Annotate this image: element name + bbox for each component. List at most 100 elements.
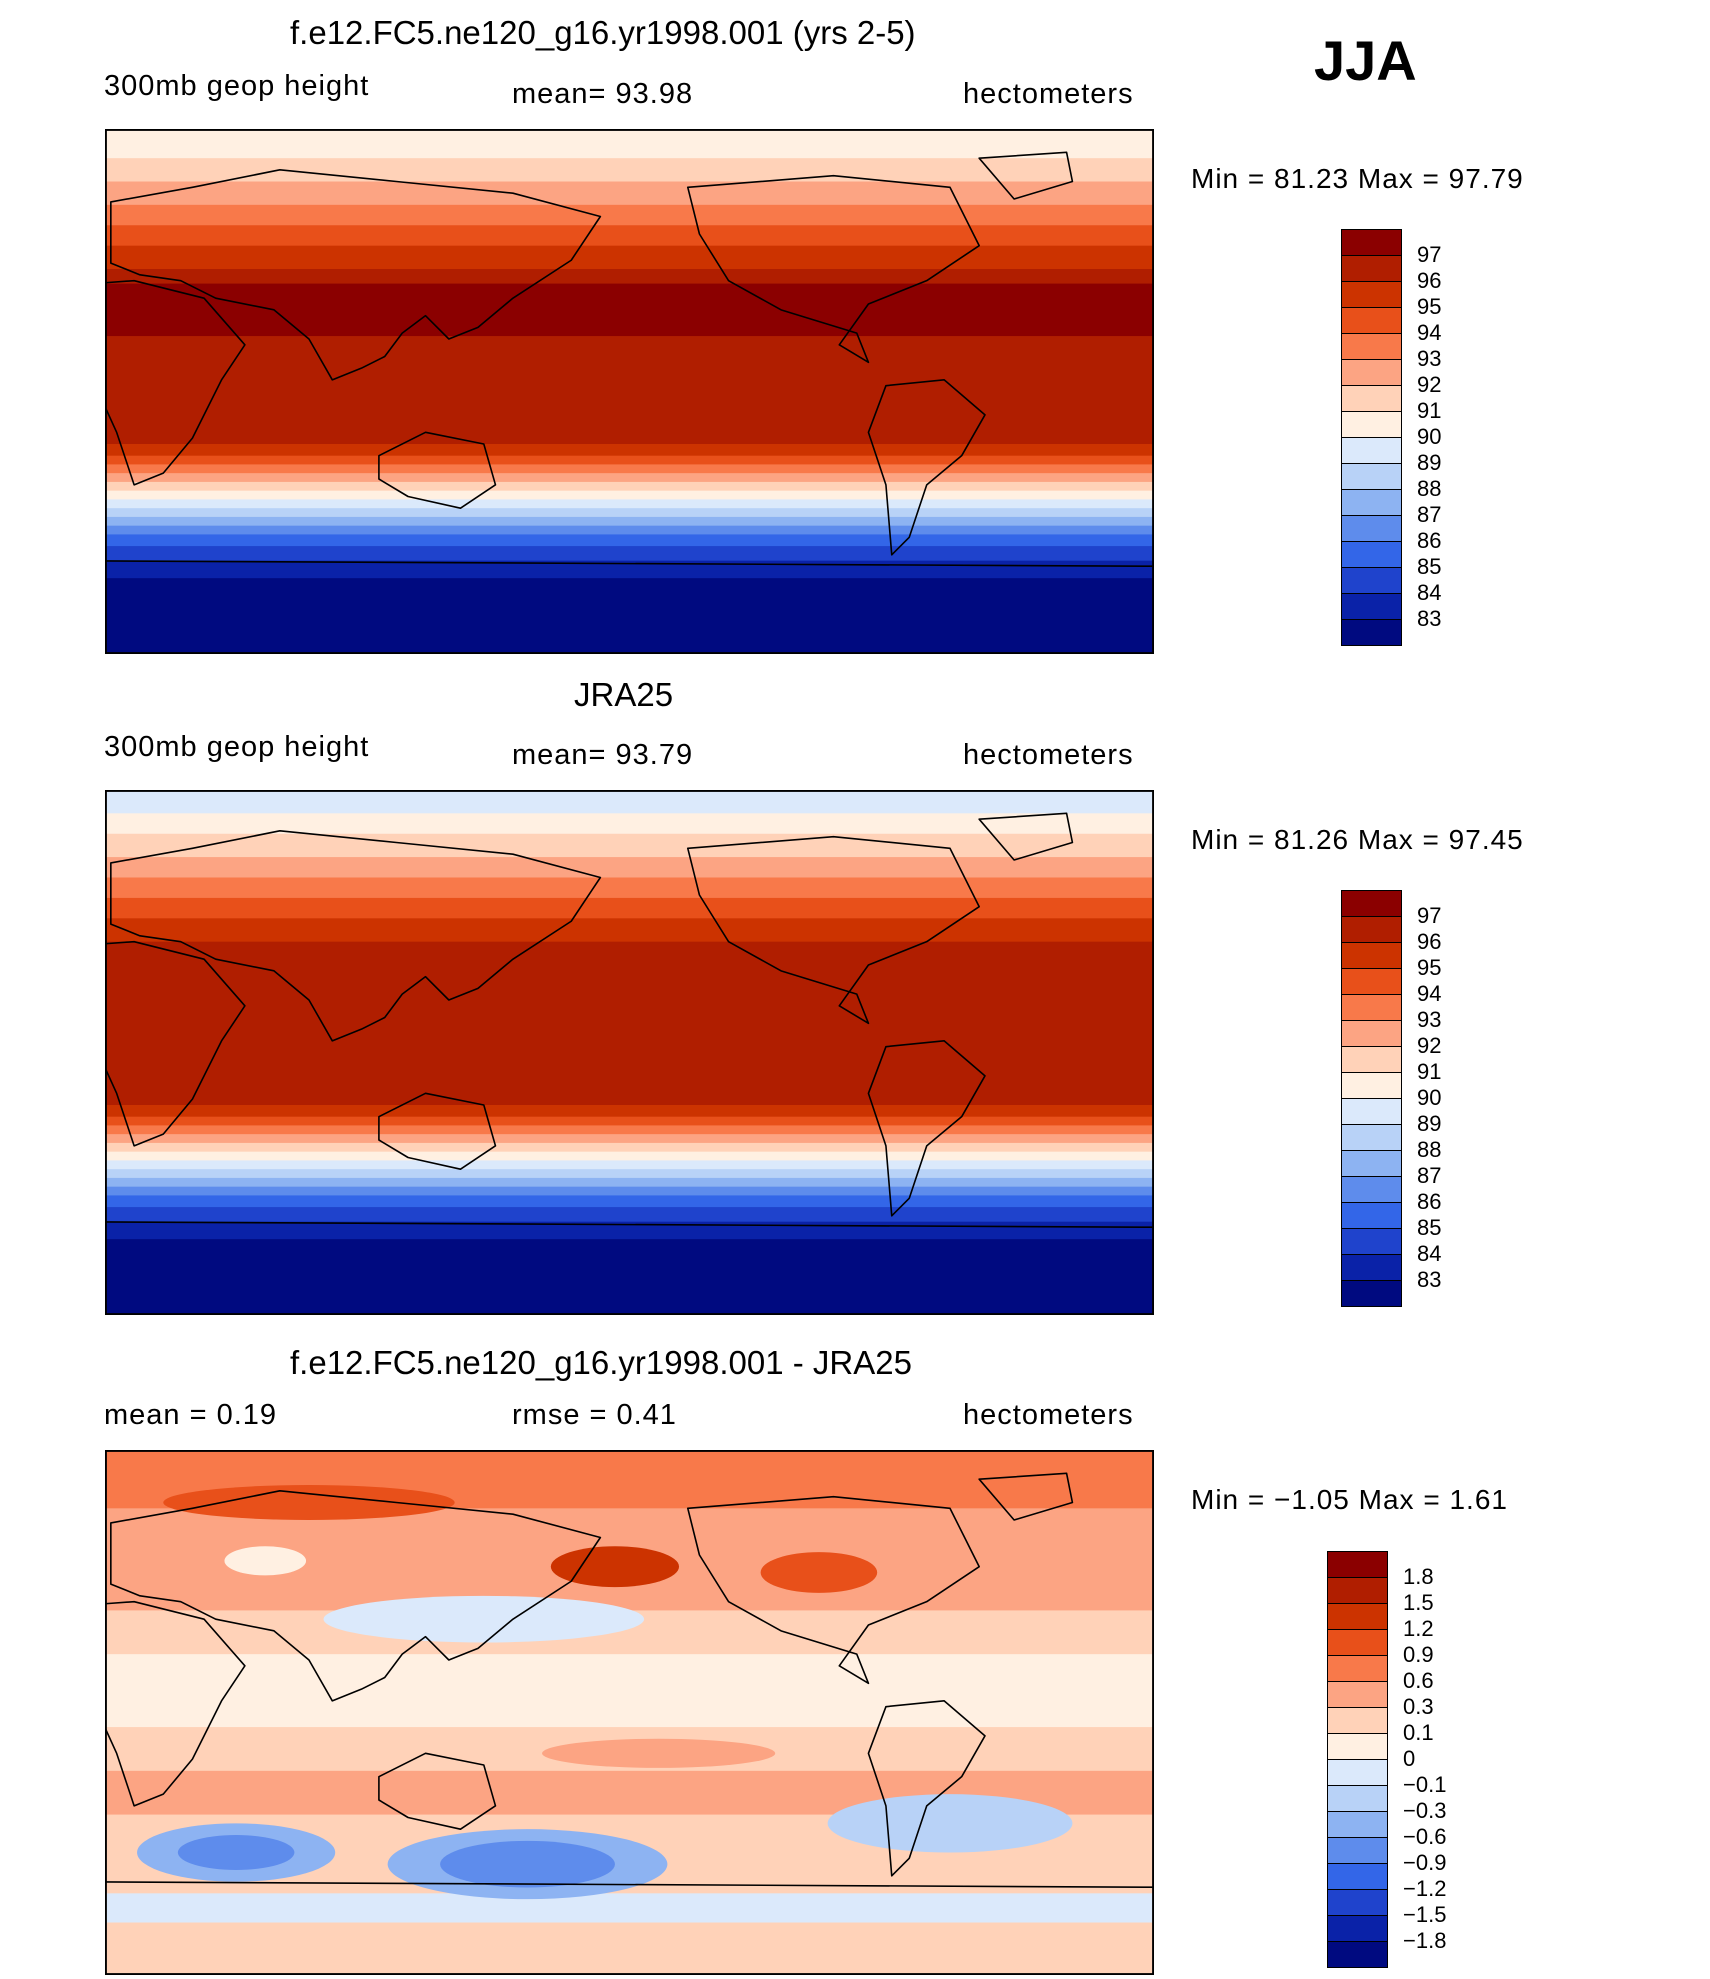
panel-units-model: hectometers xyxy=(963,78,1134,110)
colorbar-label: 87 xyxy=(1417,502,1442,527)
colorbar-swatch xyxy=(1341,255,1402,282)
colorbar-label: 95 xyxy=(1417,955,1442,980)
contour-band xyxy=(105,1125,1154,1136)
colorbar-label: 85 xyxy=(1417,1215,1442,1240)
contour-band xyxy=(105,508,1154,519)
contour-band xyxy=(105,283,1154,338)
colorbar-swatch xyxy=(1327,1759,1388,1786)
colorbar-swatch xyxy=(1341,1254,1402,1281)
coastline xyxy=(105,560,1154,654)
colorbar-label: 1.2 xyxy=(1403,1616,1434,1641)
coastline xyxy=(867,379,986,556)
coastline xyxy=(110,169,602,381)
min-max-obs: Min = 81.26 Max = 97.45 xyxy=(1191,824,1524,855)
map-frame xyxy=(105,1450,1154,1975)
colorbar-label: 1.5 xyxy=(1403,1590,1434,1615)
colorbar-swatch xyxy=(1341,489,1402,516)
colorbar-label: 85 xyxy=(1417,554,1442,579)
colorbar-swatch xyxy=(1327,1811,1388,1838)
colorbar-diff: 1.8 1.5 1.2 0.9 0.6 0.3 0.1 0 −0.1 −0.3 −0.6 −0.9 −1… xyxy=(1327,1551,1446,1968)
contour-band xyxy=(105,1160,1154,1171)
contour-band xyxy=(105,1116,1154,1127)
colorbar-swatch xyxy=(1341,515,1402,542)
coastline xyxy=(110,830,602,1042)
contour-band xyxy=(105,481,1154,493)
coastline xyxy=(105,279,246,486)
coastlines xyxy=(105,1472,1154,1975)
colorbar-swatch xyxy=(1327,1707,1388,1734)
contour-map-obs xyxy=(105,790,1154,1315)
contour-band xyxy=(105,225,1154,248)
contour-band xyxy=(105,877,1154,900)
contour-band xyxy=(105,1151,1154,1162)
contour-band xyxy=(105,1105,1154,1119)
coastline xyxy=(686,1495,980,1685)
contour-band xyxy=(105,269,1154,286)
colorbar-swatch xyxy=(1341,359,1402,386)
panel-title-obs: JRA25 xyxy=(574,676,674,713)
colorbar-label: 90 xyxy=(1417,424,1442,449)
colorbar-label: −0.1 xyxy=(1403,1772,1447,1797)
colorbar-label: 89 xyxy=(1417,450,1442,475)
anomaly-contour xyxy=(542,1738,776,1768)
coastline xyxy=(978,1472,1074,1521)
colorbar-label: 88 xyxy=(1417,1137,1442,1162)
colorbar-swatch xyxy=(1341,463,1402,490)
coastline xyxy=(867,1700,986,1877)
colorbar-swatch xyxy=(1341,593,1402,620)
colorbar-swatch xyxy=(1327,1889,1388,1916)
anomaly-contour xyxy=(440,1840,615,1888)
colorbar-swatch xyxy=(1341,385,1402,412)
coastline xyxy=(686,174,980,364)
colorbar-swatch xyxy=(1341,942,1402,969)
coastline xyxy=(378,1092,497,1170)
panel-title-model: f.e12.FC5.ne120_g16.yr1998.001 (yrs 2-5) xyxy=(290,14,916,51)
coastline xyxy=(978,812,1074,861)
coastline xyxy=(105,940,246,1147)
colorbar-swatch xyxy=(1341,229,1402,256)
contour-map-diff xyxy=(105,1450,1154,1975)
colorbar-label: 96 xyxy=(1417,268,1442,293)
contour-band xyxy=(105,1169,1154,1180)
contour-band xyxy=(105,1207,1154,1224)
colorbar-swatch xyxy=(1341,968,1402,995)
colorbar-swatch xyxy=(1341,1280,1402,1307)
colorbar-label: 0.1 xyxy=(1403,1720,1434,1745)
contour-band xyxy=(105,857,1154,879)
colorbar-label: 83 xyxy=(1417,1267,1442,1292)
colorbar-label: 97 xyxy=(1417,903,1442,928)
contour-band xyxy=(105,897,1154,920)
colorbar-swatch xyxy=(1327,1915,1388,1942)
colorbar-label: 95 xyxy=(1417,294,1442,319)
colorbar-swatch xyxy=(1341,437,1402,464)
colorbar-swatch xyxy=(1341,994,1402,1021)
colorbar-label: −1.8 xyxy=(1403,1928,1447,1953)
colorbar-label: −0.9 xyxy=(1403,1850,1447,1875)
colorbar-label: −0.6 xyxy=(1403,1824,1447,1849)
map-frame xyxy=(105,790,1154,1315)
colorbar-label: 93 xyxy=(1417,346,1442,371)
contour-band xyxy=(105,1893,1154,1924)
anomaly-contour xyxy=(323,1595,645,1643)
colorbar-swatch xyxy=(1327,1733,1388,1760)
colorbar-swatch xyxy=(1341,541,1402,568)
season-label: JJA xyxy=(1314,29,1417,92)
coastlines xyxy=(105,812,1154,1315)
contour-band xyxy=(105,181,1154,207)
panel-units-diff: hectometers xyxy=(963,1399,1134,1431)
contour-band xyxy=(105,129,1154,160)
anomaly-contour xyxy=(224,1546,307,1576)
map-model xyxy=(105,129,1154,654)
contour-band xyxy=(105,525,1154,536)
anomaly-contour xyxy=(550,1546,680,1588)
contour-band xyxy=(105,473,1154,484)
min-max-model: Min = 81.23 Max = 97.79 xyxy=(1191,163,1524,194)
min-max-diff: Min = −1.05 Max = 1.61 xyxy=(1191,1484,1508,1515)
coastline xyxy=(378,1752,497,1830)
panel-rmse-diff: rmse = 0.41 xyxy=(512,1399,677,1431)
colorbar-label: 0 xyxy=(1403,1746,1416,1771)
map-diff xyxy=(105,1450,1154,1975)
colorbar-label: 96 xyxy=(1417,929,1442,954)
colorbar-swatch xyxy=(1327,1603,1388,1630)
contour-band xyxy=(105,1134,1154,1145)
